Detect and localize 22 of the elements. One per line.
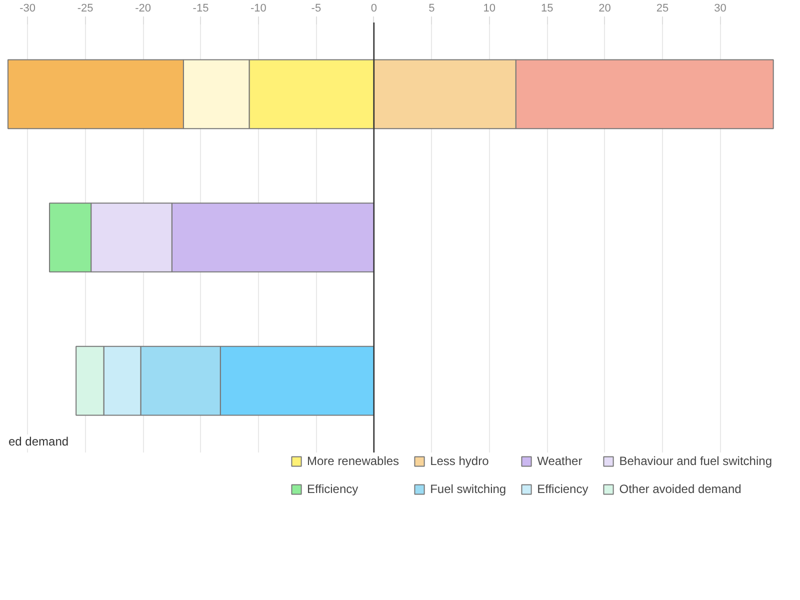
x-tick-label: -30 [20, 2, 36, 14]
legend-label: More renewables [307, 454, 400, 468]
x-tick-label: 30 [714, 2, 726, 14]
x-tick-label: 0 [370, 2, 377, 14]
x-tick-label: -15 [192, 2, 209, 14]
x-tick-label: 10 [483, 2, 496, 14]
x-tick-label: 20 [598, 2, 611, 14]
legend-label: Efficiency [307, 482, 358, 496]
legend-label: Fuel switching [430, 482, 506, 496]
x-tick-label: 15 [540, 2, 554, 14]
x-tick-label: 25 [656, 2, 669, 14]
legend-label: Behaviour and fuel switching [619, 454, 772, 468]
x-tick-label: -10 [250, 2, 266, 14]
x-tick-label: -5 [311, 2, 322, 14]
x-tick-label: 5 [428, 2, 435, 14]
legend-label: Weather [537, 454, 582, 468]
x-tick-label: -20 [135, 2, 151, 14]
legend-label: Less hydro [430, 454, 489, 468]
legend-label: Other avoided demand [619, 482, 742, 496]
legend-label: Efficiency [537, 482, 588, 496]
annotation: ed demand [8, 434, 69, 448]
x-tick-label: -25 [77, 2, 94, 14]
